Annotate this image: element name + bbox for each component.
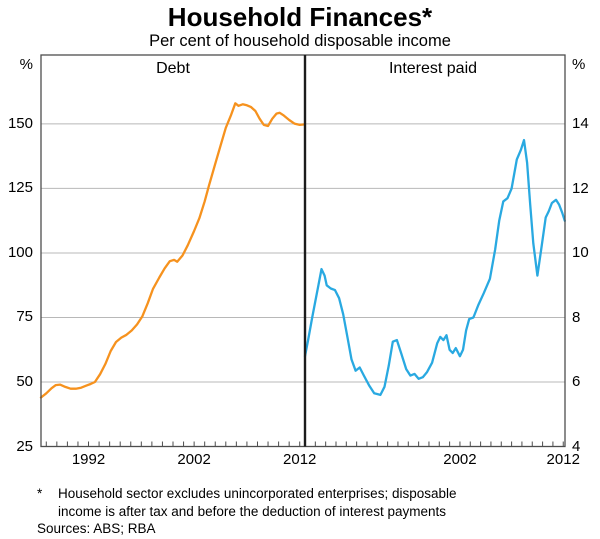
- right-axis-tick-label: 14: [572, 115, 589, 132]
- left-axis-tick-label: 100: [7, 243, 33, 261]
- left-axis-unit: %: [19, 56, 33, 73]
- x-axis-year-label: 2002: [443, 451, 477, 468]
- left-axis-tick-label: 50: [16, 372, 33, 390]
- right-axis-tick-label: 8: [572, 308, 581, 326]
- x-axis-year-label: 2012: [283, 451, 317, 468]
- right-axis-tick-label: 10: [572, 244, 589, 261]
- left-axis-tick-label: 25: [16, 437, 33, 455]
- x-axis-year-label: 2012: [546, 451, 580, 468]
- left-axis-tick-label: 150: [7, 114, 33, 132]
- x-axis-year-label: 1992: [71, 451, 106, 468]
- x-axis-year-label: 2002: [177, 451, 211, 468]
- left-axis-tick-label: 75: [16, 308, 33, 326]
- right-axis-tick-label: 12: [572, 179, 589, 197]
- left-axis-tick-label: 125: [7, 179, 33, 197]
- year-tick-marks: [45, 441, 564, 447]
- panel-label-debt: Debt: [156, 60, 190, 77]
- right-axis-tick-label: 6: [572, 373, 581, 390]
- data-series: [39, 102, 566, 399]
- footnote-marker: *: [37, 486, 43, 501]
- sources-line: Sources: ABS; RBA: [37, 521, 156, 536]
- interest-paid-line: [303, 138, 566, 397]
- debt-line: [39, 102, 306, 399]
- gridlines: [41, 123, 565, 383]
- chart-subtitle: Per cent of household disposable income: [149, 32, 451, 50]
- plot-frame: [40, 54, 566, 448]
- right-axis-unit: %: [572, 56, 586, 73]
- page-title: Household Finances*: [167, 2, 433, 32]
- panel-label-interest-paid: Interest paid: [388, 60, 478, 77]
- footnote-line-1: Household sector excludes unincorporated…: [58, 486, 457, 501]
- right-axis-tick-label: 4: [572, 437, 581, 455]
- footnote-line-2: income is after tax and before the deduc…: [58, 504, 446, 519]
